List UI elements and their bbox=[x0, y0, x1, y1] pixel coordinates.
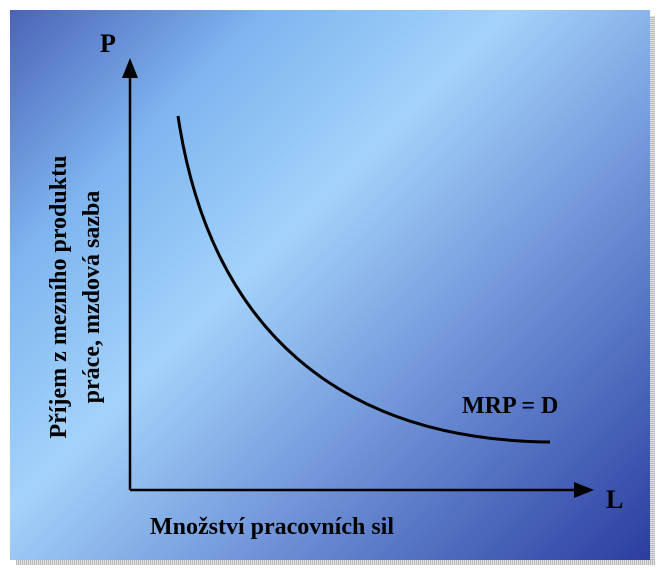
y-axis-arrowhead bbox=[122, 58, 138, 78]
y-axis-symbol: P bbox=[100, 29, 116, 58]
mrp-demand-curve bbox=[176, 115, 551, 444]
y-axis-label: Příjem z mezního produktu práce, mzdová … bbox=[46, 156, 105, 439]
x-axis-label: Množství pracovních sil bbox=[150, 514, 394, 540]
gradient-panel bbox=[10, 10, 650, 560]
y-axis-label-line1: Příjem z mezního produktu bbox=[46, 156, 72, 439]
panel-shadow-right bbox=[650, 16, 655, 564]
x-axis-arrowhead bbox=[574, 482, 594, 498]
curve-label: MRP = D bbox=[462, 393, 558, 419]
panel-shadow-bottom bbox=[16, 560, 655, 565]
y-axis-label-line2: práce, mzdová sazba bbox=[79, 191, 105, 404]
x-axis-symbol: L bbox=[606, 485, 623, 514]
